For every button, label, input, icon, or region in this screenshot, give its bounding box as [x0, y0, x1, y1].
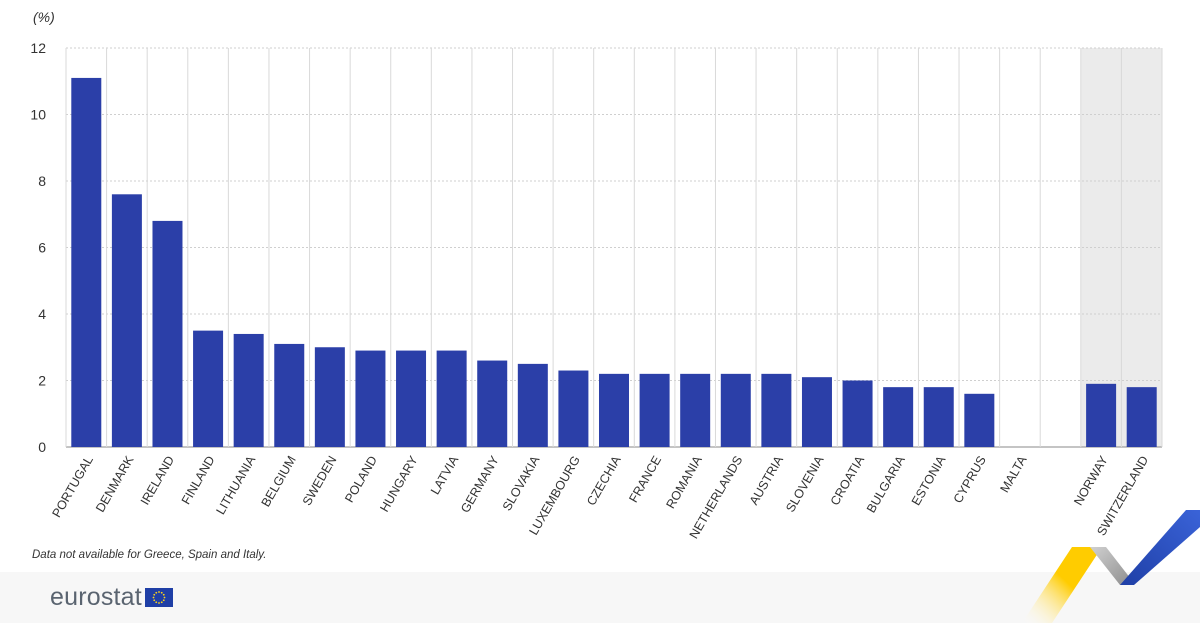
bar — [639, 373, 670, 447]
eu-star — [155, 591, 158, 594]
bar — [1126, 387, 1157, 447]
x-tick-label: MALTA — [997, 453, 1029, 495]
y-unit-label: (%) — [33, 9, 55, 25]
eu-star — [155, 601, 158, 604]
x-tick-label: GERMANY — [458, 453, 502, 515]
x-tick-label: CZECHIA — [584, 453, 624, 508]
x-tick-label: FRANCE — [626, 454, 664, 506]
x-tick-label: DENMARK — [93, 453, 137, 515]
eu-star — [152, 596, 155, 599]
eurostat-swoosh-icon — [1022, 510, 1200, 623]
bar — [801, 377, 832, 447]
footnote: Data not available for Greece, Spain and… — [32, 549, 267, 561]
x-tick-label: NORWAY — [1071, 453, 1111, 508]
eu-star — [160, 601, 163, 604]
bar — [1086, 383, 1117, 447]
y-tick-label: 0 — [38, 439, 46, 455]
x-tick-label: LATVIA — [428, 453, 462, 497]
x-tick-label: POLAND — [342, 454, 380, 506]
x-tick-label: FINLAND — [179, 454, 218, 507]
eu-star — [158, 602, 160, 604]
y-tick-label: 12 — [30, 40, 46, 56]
brand-name: eurostat — [50, 583, 142, 611]
bar — [599, 373, 629, 447]
y-tick-label: 6 — [38, 240, 46, 256]
bar — [761, 373, 792, 447]
bar — [193, 330, 224, 447]
bar — [355, 350, 386, 447]
y-tick-label: 8 — [38, 173, 46, 189]
bar — [680, 373, 711, 447]
eu-star — [162, 593, 165, 596]
x-tick-label: LITHUANIA — [213, 453, 258, 517]
x-tick-label: SLOVENIA — [783, 453, 827, 515]
bar — [436, 350, 467, 447]
bar — [558, 370, 589, 447]
bar — [964, 393, 995, 447]
eu-star — [163, 596, 166, 599]
eu-star — [153, 593, 156, 596]
bar — [842, 380, 873, 447]
y-tick-label: 2 — [38, 373, 46, 389]
x-tick-label: IRELAND — [138, 454, 177, 508]
x-tick-label: CYPRUS — [951, 454, 989, 506]
x-tick-label: SLOVAKIA — [500, 453, 543, 513]
bar — [233, 333, 264, 447]
x-tick-label: AUSTRIA — [747, 453, 787, 507]
x-tick-label: SWEDEN — [300, 454, 340, 509]
bar — [720, 373, 751, 447]
bar — [883, 387, 914, 447]
bar — [111, 194, 142, 447]
bar — [396, 350, 427, 447]
eu-star — [158, 591, 160, 593]
bar — [274, 343, 305, 447]
x-tick-label: BELGIUM — [259, 454, 299, 510]
y-tick-label: 10 — [30, 107, 46, 123]
bar — [923, 387, 954, 447]
x-tick-label: BULGARIA — [864, 453, 908, 515]
eu-star — [162, 599, 165, 602]
x-tick-label: HUNGARY — [377, 453, 421, 515]
eurostat-logo[interactable]: eurostat — [50, 583, 173, 612]
y-tick-label: 4 — [38, 306, 46, 322]
x-tick-label: ROMANIA — [663, 453, 705, 511]
eu-star — [153, 599, 156, 602]
bar — [517, 363, 548, 447]
x-tick-label: CROATIA — [828, 453, 868, 508]
footer-band — [0, 572, 1200, 623]
bar — [152, 220, 183, 447]
eu-flag-icon — [144, 588, 173, 607]
x-tick-label: PORTUGAL — [49, 453, 95, 519]
eu-star — [160, 591, 163, 594]
bar — [71, 77, 102, 448]
bar — [477, 360, 508, 447]
bar — [314, 347, 345, 447]
x-tick-label: ESTONIA — [909, 453, 949, 508]
